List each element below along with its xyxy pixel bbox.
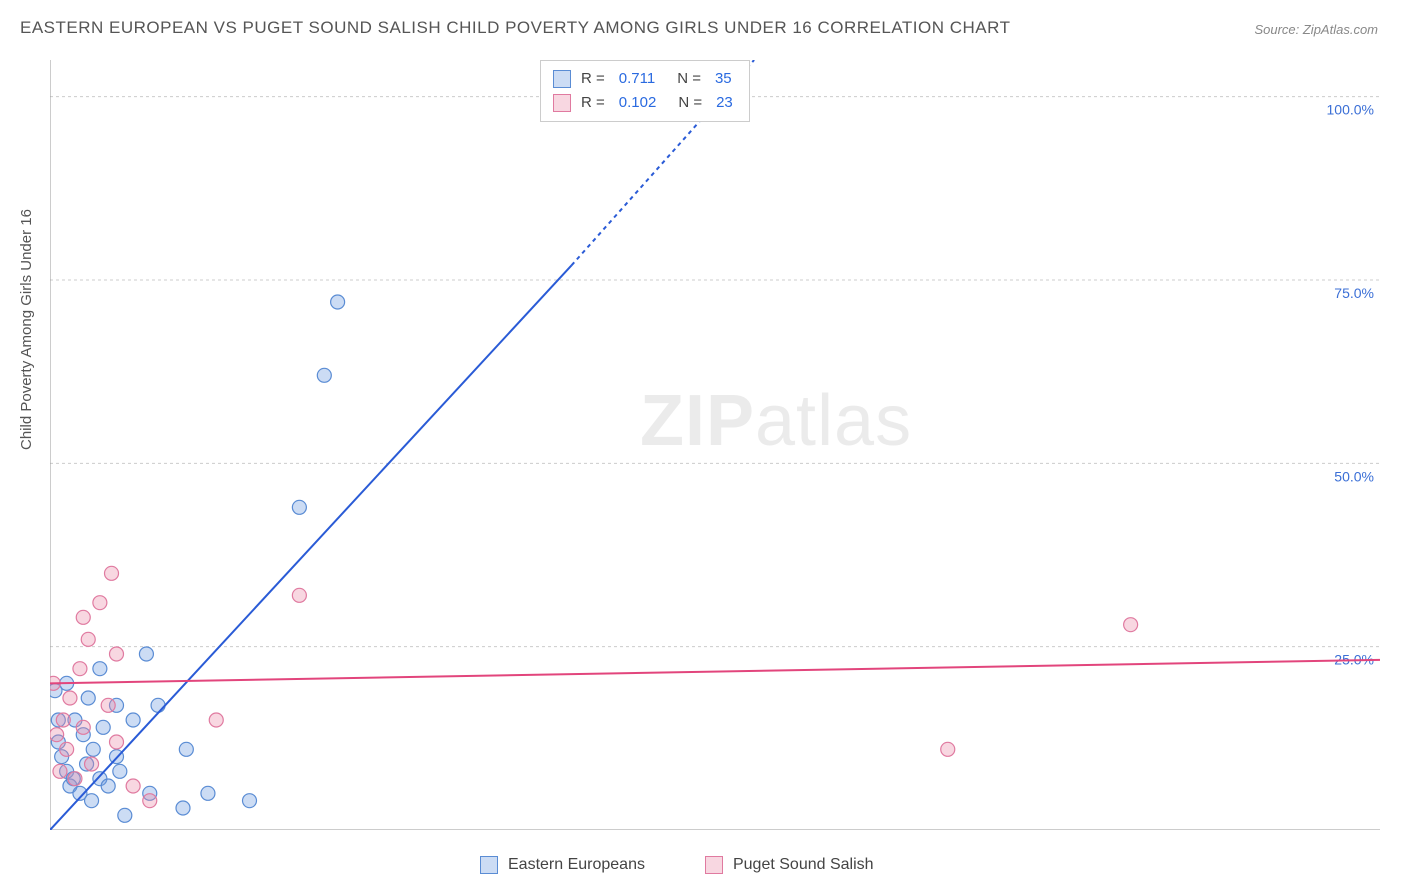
r-value: 0.102 <box>615 91 661 115</box>
source-attribution: Source: ZipAtlas.com <box>1254 22 1378 37</box>
data-point-puget_sound_salish <box>50 728 64 742</box>
data-point-puget_sound_salish <box>76 610 90 624</box>
series-legend-item-eastern_europeans: Eastern Europeans <box>480 856 645 874</box>
data-point-eastern_europeans <box>317 368 331 382</box>
series-label: Puget Sound Salish <box>733 856 874 874</box>
data-point-puget_sound_salish <box>126 779 140 793</box>
legend-swatch <box>553 94 571 112</box>
y-tick-label: 75.0% <box>1334 285 1374 301</box>
y-tick-label: 100.0% <box>1327 102 1374 118</box>
correlation-legend: R = 0.711 N = 35 R = 0.102 N = 23 <box>540 60 750 122</box>
data-point-puget_sound_salish <box>60 742 74 756</box>
r-label: R = <box>581 91 605 115</box>
data-point-eastern_europeans <box>151 698 165 712</box>
n-label: N = <box>677 67 701 91</box>
data-point-puget_sound_salish <box>85 757 99 771</box>
n-value: 35 <box>711 67 736 91</box>
n-value: 23 <box>712 91 737 115</box>
data-point-eastern_europeans <box>126 713 140 727</box>
legend-row-eastern_europeans: R = 0.711 N = 35 <box>553 67 737 91</box>
data-point-puget_sound_salish <box>76 720 90 734</box>
chart-title: EASTERN EUROPEAN VS PUGET SOUND SALISH C… <box>20 18 1010 38</box>
data-point-eastern_europeans <box>331 295 345 309</box>
data-point-eastern_europeans <box>96 720 110 734</box>
y-axis-label: Child Poverty Among Girls Under 16 <box>18 209 35 450</box>
data-point-eastern_europeans <box>101 779 115 793</box>
n-label: N = <box>678 91 702 115</box>
data-point-eastern_europeans <box>201 786 215 800</box>
trendline-eastern_europeans <box>50 265 572 830</box>
data-point-puget_sound_salish <box>81 632 95 646</box>
data-point-puget_sound_salish <box>56 713 70 727</box>
data-point-puget_sound_salish <box>101 698 115 712</box>
legend-swatch <box>480 856 498 874</box>
data-point-puget_sound_salish <box>1124 618 1138 632</box>
data-point-puget_sound_salish <box>143 794 157 808</box>
data-point-puget_sound_salish <box>292 588 306 602</box>
series-legend-item-puget_sound_salish: Puget Sound Salish <box>705 856 874 874</box>
data-point-eastern_europeans <box>243 794 257 808</box>
data-point-puget_sound_salish <box>63 691 77 705</box>
data-point-puget_sound_salish <box>209 713 223 727</box>
data-point-puget_sound_salish <box>110 647 124 661</box>
r-label: R = <box>581 67 605 91</box>
data-point-puget_sound_salish <box>68 772 82 786</box>
trendline-puget_sound_salish <box>50 660 1380 683</box>
data-point-eastern_europeans <box>86 742 100 756</box>
data-point-eastern_europeans <box>85 794 99 808</box>
data-point-eastern_europeans <box>113 764 127 778</box>
scatter-plot: 0.0%80.0% 25.0%50.0%75.0%100.0% <box>50 60 1380 830</box>
data-point-puget_sound_salish <box>93 596 107 610</box>
data-point-puget_sound_salish <box>53 764 67 778</box>
r-value: 0.711 <box>615 67 659 91</box>
data-point-eastern_europeans <box>118 808 132 822</box>
data-point-eastern_europeans <box>139 647 153 661</box>
data-point-puget_sound_salish <box>105 566 119 580</box>
data-point-eastern_europeans <box>93 662 107 676</box>
data-point-puget_sound_salish <box>73 662 87 676</box>
series-legend: Eastern Europeans Puget Sound Salish <box>480 856 874 874</box>
y-tick-label: 50.0% <box>1334 468 1374 484</box>
data-point-eastern_europeans <box>81 691 95 705</box>
data-point-eastern_europeans <box>179 742 193 756</box>
data-point-puget_sound_salish <box>941 742 955 756</box>
legend-swatch <box>553 70 571 88</box>
legend-row-puget_sound_salish: R = 0.102 N = 23 <box>553 91 737 115</box>
data-point-puget_sound_salish <box>110 735 124 749</box>
series-label: Eastern Europeans <box>508 856 645 874</box>
data-point-eastern_europeans <box>292 500 306 514</box>
legend-swatch <box>705 856 723 874</box>
data-point-eastern_europeans <box>176 801 190 815</box>
